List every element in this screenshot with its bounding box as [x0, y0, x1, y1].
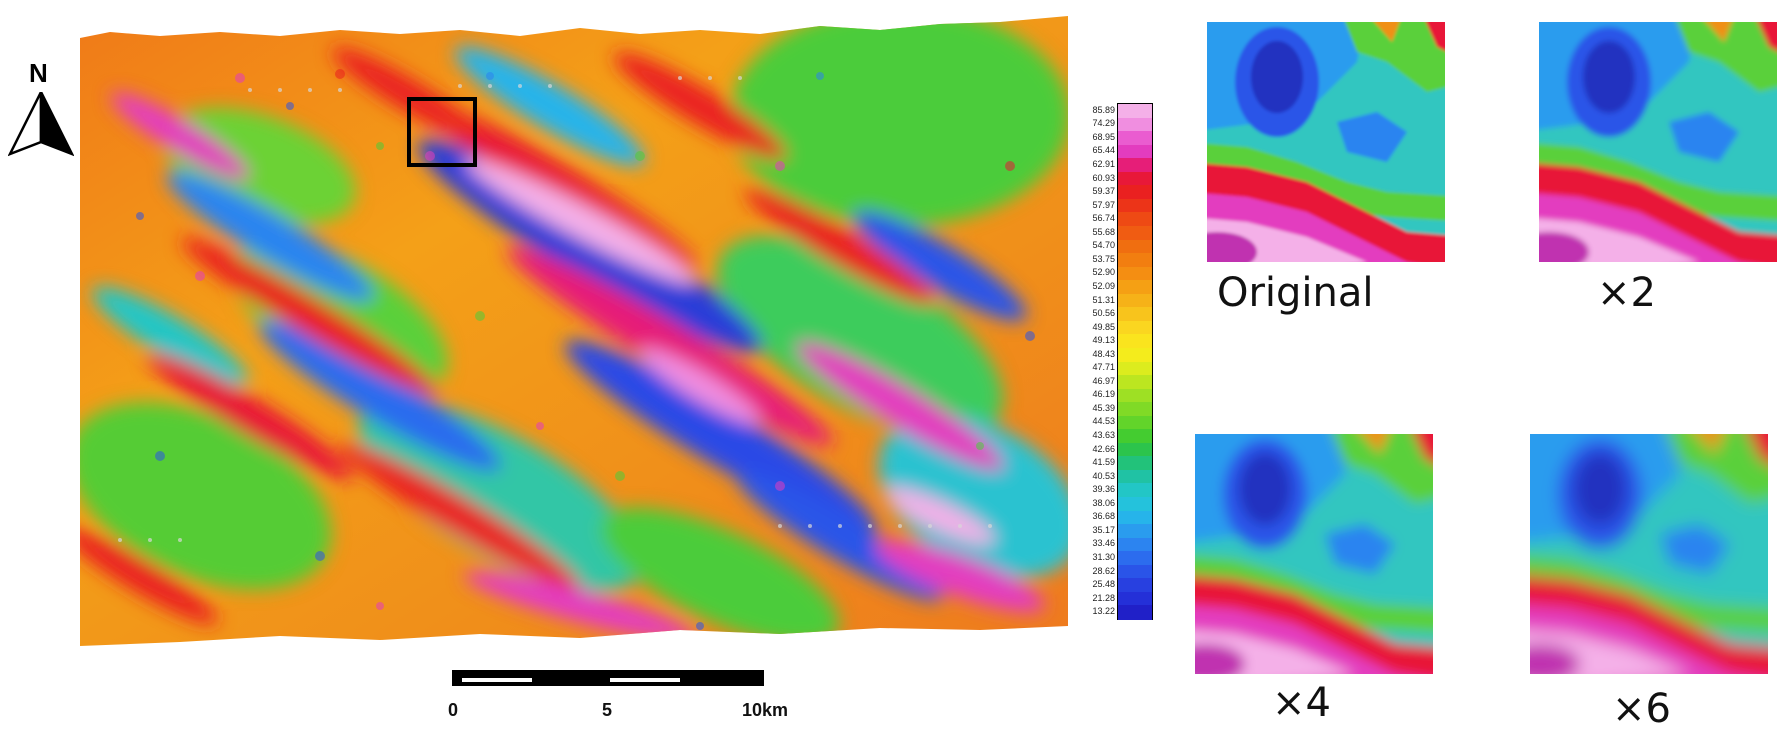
legend-swatch: [1118, 361, 1152, 376]
legend-value-label: 38.06: [1092, 497, 1115, 508]
legend-swatch: [1118, 171, 1152, 186]
legend-swatch: [1118, 605, 1152, 620]
legend-value-label: 41.59: [1092, 457, 1115, 468]
zoom-region-box: [407, 97, 477, 167]
legend-value-label: 49.85: [1092, 321, 1115, 332]
legend-swatch: [1118, 280, 1152, 295]
legend-swatch: [1118, 537, 1152, 552]
legend-swatch: [1118, 483, 1152, 498]
legend-swatch: [1118, 307, 1152, 322]
legend-swatch: [1118, 117, 1152, 132]
legend-value-label: 57.97: [1092, 199, 1115, 210]
north-arrow-icon: [8, 92, 74, 157]
legend-value-label: 45.39: [1092, 402, 1115, 413]
legend-swatch: [1118, 578, 1152, 593]
legend-swatch: [1118, 388, 1152, 403]
legend-swatch: [1118, 442, 1152, 457]
legend-value-label: 43.63: [1092, 430, 1115, 441]
legend-value-label: 68.95: [1092, 131, 1115, 142]
legend-labels: 85.89 74.29 68.95 65.44 62.91 60.93 59.37 57.97…: [1065, 103, 1115, 623]
legend-value-label: 56.74: [1092, 213, 1115, 224]
legend-value-label: 31.30: [1092, 552, 1115, 562]
legend-swatch: [1118, 375, 1152, 390]
legend-swatch: [1118, 104, 1152, 119]
scale-bar: 0 5 10km: [448, 668, 788, 728]
north-arrow-label: N: [29, 58, 48, 88]
legend-value-label: 36.68: [1092, 511, 1115, 522]
legend-swatch: [1118, 239, 1152, 254]
legend-value-label: 47.71: [1092, 362, 1115, 373]
zoom-panel-image: [1195, 434, 1433, 674]
legend-swatch: [1118, 293, 1152, 308]
legend-swatch: [1118, 524, 1152, 539]
legend-swatch: [1118, 429, 1152, 444]
legend-value-label: 48.43: [1092, 348, 1115, 359]
scale-bar-graphic: [452, 670, 764, 686]
caption-x6: ×6: [1612, 686, 1671, 732]
legend-value-label: 13.22: [1092, 606, 1115, 617]
legend-value-label: 60.93: [1092, 172, 1115, 183]
legend-swatch: [1118, 469, 1152, 485]
zoom-panel-x6: [1530, 434, 1768, 674]
legend-swatch: [1118, 185, 1152, 200]
legend-value-label: 65.44: [1092, 145, 1115, 156]
legend-value-label: 51.31: [1092, 294, 1115, 305]
legend-value-label: 85.89: [1092, 104, 1115, 115]
legend-value-label: 54.70: [1092, 240, 1115, 251]
magnetic-anomaly-map: [80, 16, 1068, 646]
legend-value-label: 28.62: [1092, 565, 1115, 576]
legend-swatch: [1118, 415, 1152, 430]
legend-value-label: 46.19: [1092, 389, 1115, 400]
scale-bar-label-start: 0: [448, 700, 459, 720]
legend-value-label: 25.48: [1092, 579, 1115, 590]
caption-x4: ×4: [1272, 680, 1331, 726]
legend-swatch: [1118, 131, 1152, 146]
legend-swatch: [1118, 320, 1152, 335]
legend-value-label: 35.17: [1092, 524, 1115, 535]
legend-value-label: 42.66: [1092, 443, 1115, 454]
legend-swatch: [1118, 266, 1152, 281]
legend-swatch: [1118, 551, 1152, 566]
caption-x2: ×2: [1597, 270, 1656, 316]
legend-value-label: 74.29: [1092, 118, 1115, 129]
legend-value-label: 40.53: [1092, 470, 1115, 481]
legend-value-label: 46.97: [1092, 375, 1115, 386]
zoom-panel-image: [1530, 434, 1768, 674]
legend-swatch: [1118, 497, 1152, 512]
legend-swatch: [1118, 347, 1152, 363]
legend-swatch: [1118, 510, 1152, 525]
legend-swatch: [1118, 225, 1152, 241]
caption-original: Original: [1217, 270, 1374, 316]
zoom-panel-image: [1539, 22, 1777, 262]
legend-color-bar: [1117, 103, 1153, 620]
legend-value-label: 39.36: [1092, 484, 1115, 495]
zoom-panel-x4: [1195, 434, 1433, 674]
legend-swatch: [1118, 212, 1152, 227]
legend-value-label: 21.28: [1092, 592, 1115, 603]
legend-value-label: 62.91: [1092, 158, 1115, 169]
zoom-panel-original: [1207, 22, 1445, 262]
legend-swatch: [1118, 564, 1152, 579]
legend-swatch: [1118, 158, 1152, 173]
legend-value-label: 53.75: [1092, 253, 1115, 264]
legend-value-label: 52.90: [1092, 267, 1115, 278]
legend-value-label: 50.56: [1092, 308, 1115, 319]
legend-value-label: 52.09: [1092, 280, 1115, 291]
legend-swatch: [1118, 253, 1152, 268]
zoom-panel-image: [1207, 22, 1445, 262]
legend-swatch: [1118, 591, 1152, 607]
scale-bar-label-end: 10km: [742, 700, 789, 720]
legend-swatch: [1118, 334, 1152, 349]
zoom-panel-x2: [1539, 22, 1777, 262]
legend-value-label: 33.46: [1092, 538, 1115, 549]
legend-swatch: [1118, 144, 1152, 159]
legend-swatch: [1118, 198, 1152, 213]
scale-bar-label-mid: 5: [602, 700, 613, 720]
legend-value-label: 49.13: [1092, 335, 1115, 346]
legend-value-label: 55.68: [1092, 226, 1115, 237]
legend-swatch: [1118, 456, 1152, 471]
legend-swatch: [1118, 402, 1152, 417]
legend-value-label: 44.53: [1092, 416, 1115, 427]
legend-value-label: 59.37: [1092, 186, 1115, 197]
